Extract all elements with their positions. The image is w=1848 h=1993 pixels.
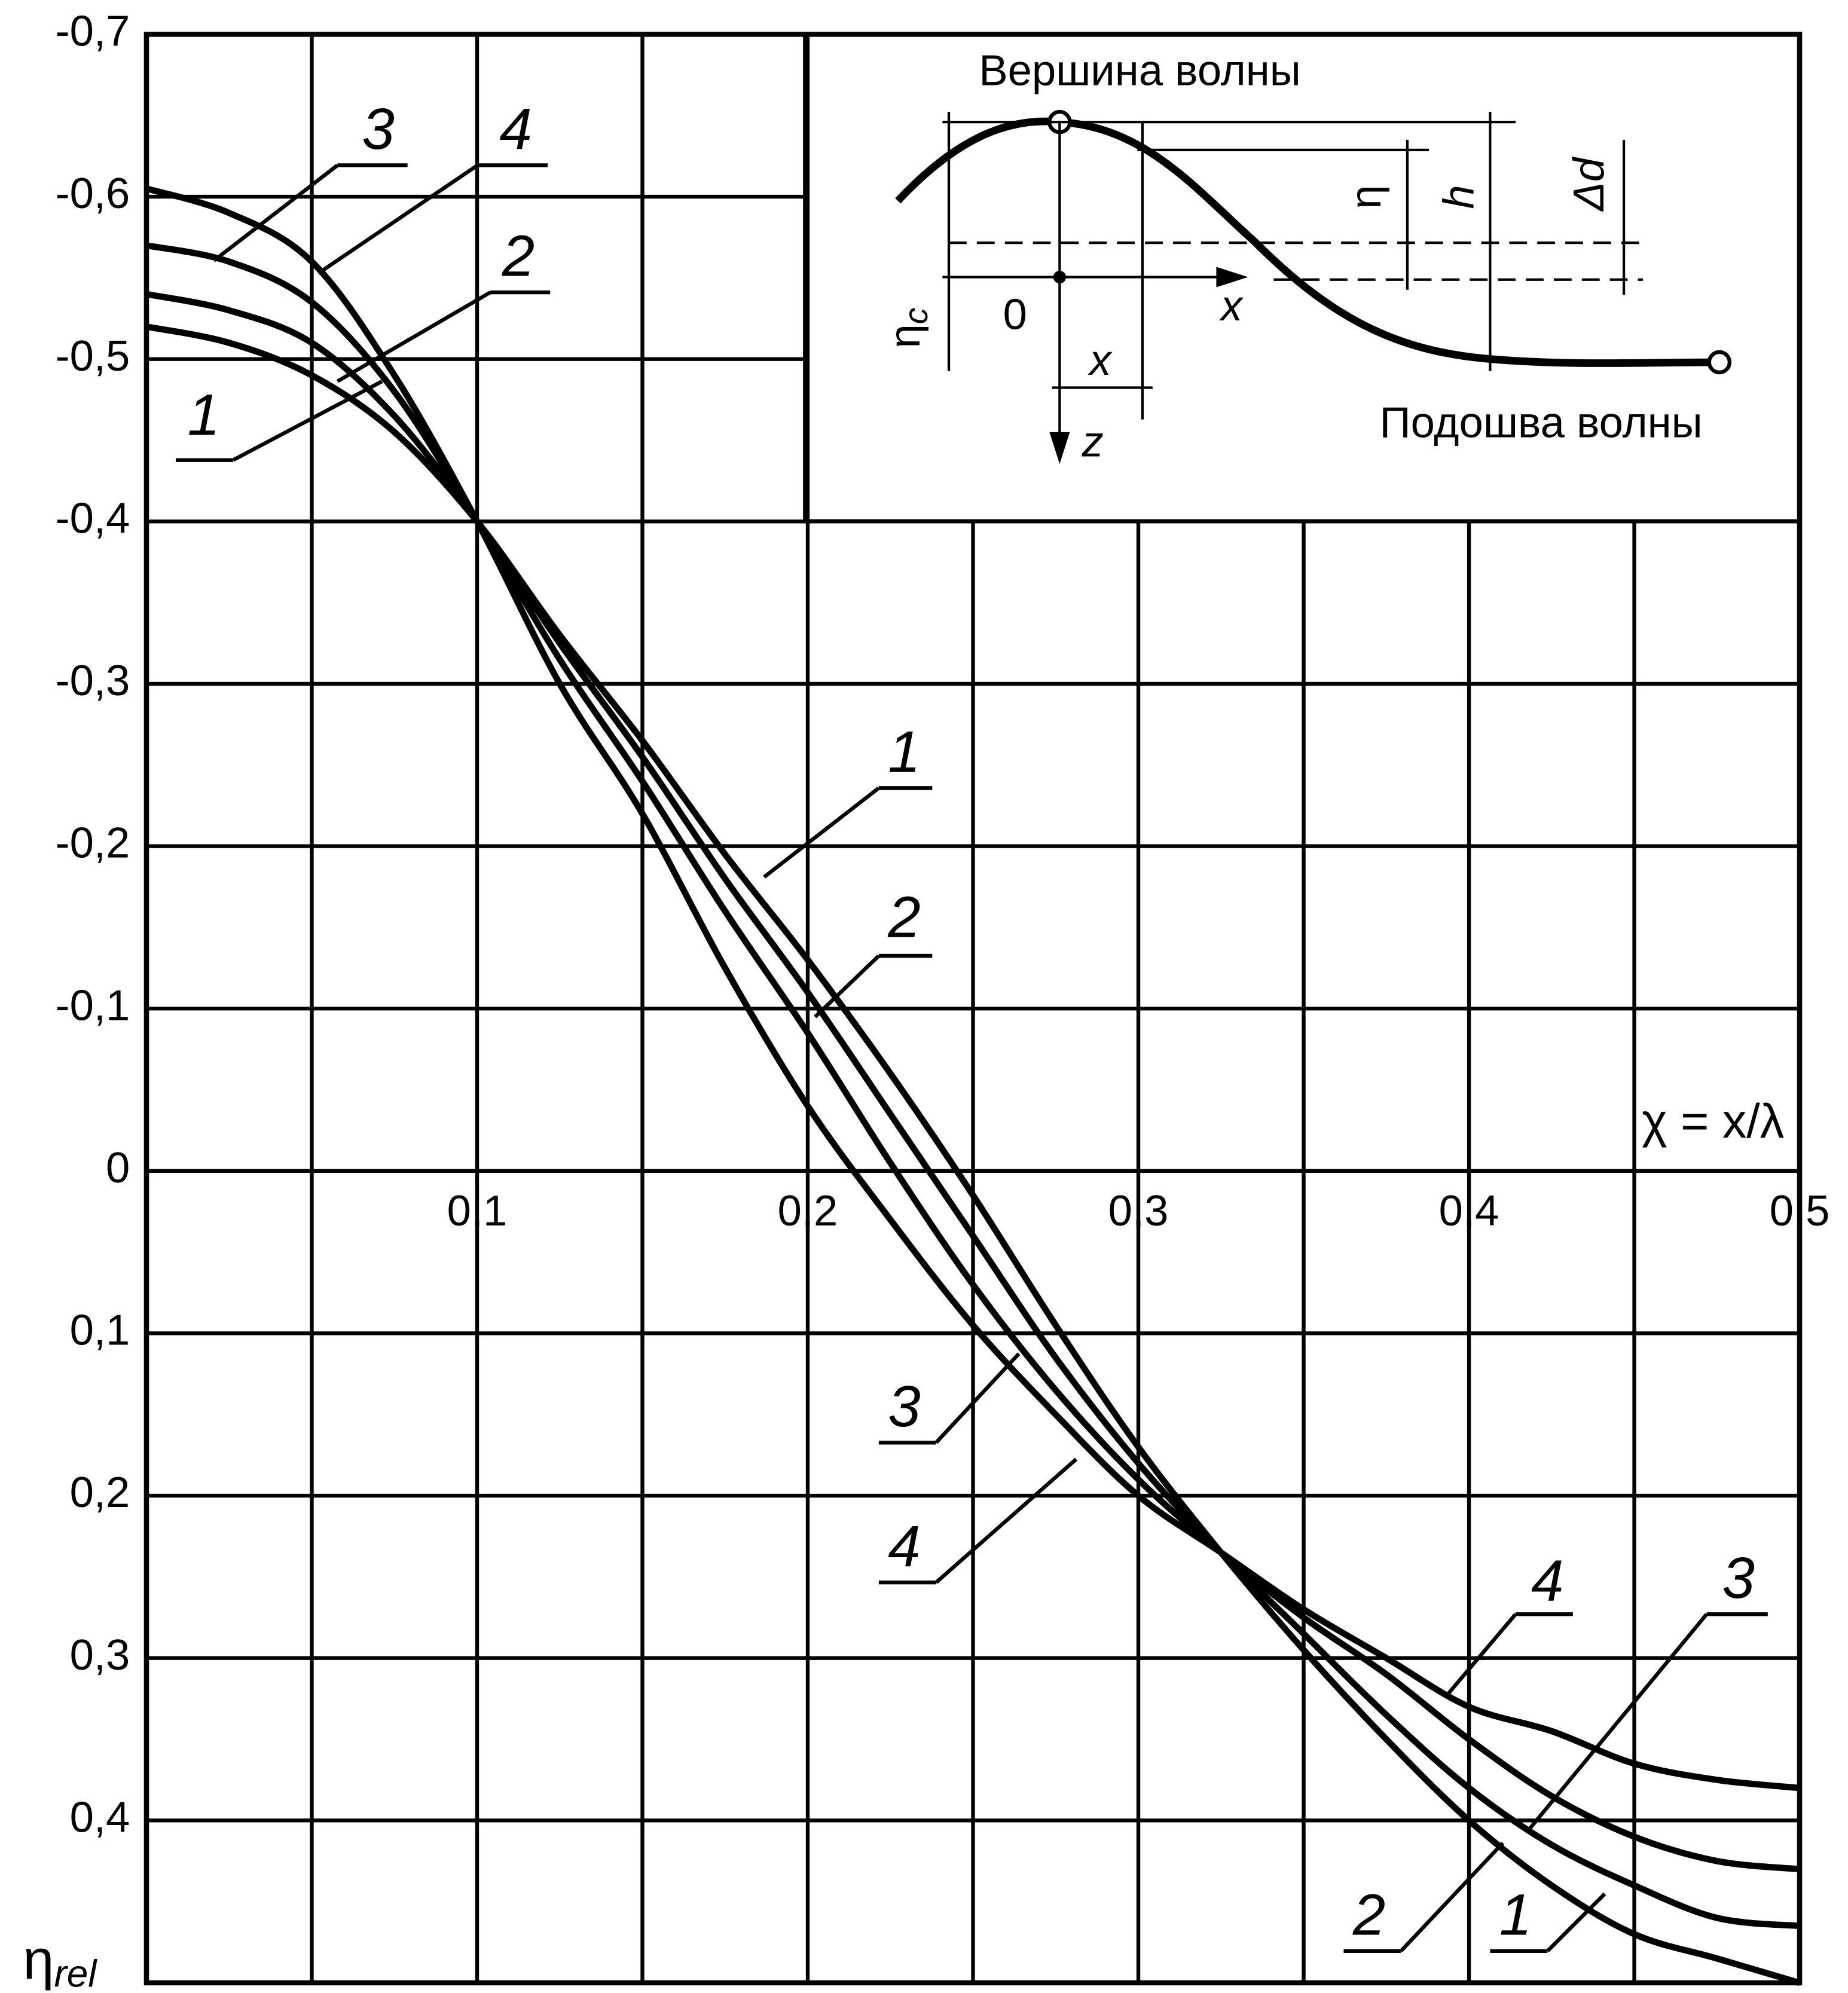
- label-leader: [336, 291, 491, 383]
- inset-trough-label: Подошва волны: [1380, 398, 1703, 447]
- series-label: 2: [502, 223, 535, 289]
- series-label: 3: [888, 1373, 921, 1439]
- x-tick-label: 0,5: [1770, 1187, 1830, 1235]
- label-leader: [1444, 1613, 1517, 1698]
- label-leader: [1399, 1841, 1505, 1953]
- inset-trough-point: [1707, 350, 1732, 375]
- y-axis-label-main: η: [23, 1928, 54, 1991]
- inset-h: h: [1435, 185, 1483, 209]
- label-leader: [934, 1457, 1078, 1584]
- inset-diagram: Вершина волны Подошва волны η h Δd ηc 0 …: [881, 46, 1732, 466]
- label-leader: [317, 163, 479, 275]
- y-axis-label-sub: rel: [54, 1952, 97, 1993]
- inset-x-axis-label: x: [1219, 282, 1244, 330]
- inset-x-dim: x: [1088, 336, 1113, 384]
- label-leader: [814, 954, 881, 1019]
- y-tick-label: -0,1: [55, 981, 130, 1029]
- y-tick-label: -0,7: [55, 7, 130, 56]
- inset-arrow: [1049, 432, 1070, 464]
- grid: [143, 32, 1803, 1986]
- y-tick-label: -0,3: [55, 656, 130, 705]
- inset-origin: 0: [1003, 291, 1027, 339]
- series-line: [145, 291, 1800, 1930]
- series-label: 1: [1499, 1882, 1532, 1948]
- series-label: 1: [888, 719, 921, 784]
- y-tick-label: 0,1: [70, 1306, 130, 1355]
- y-tick-label: 0: [106, 1144, 130, 1192]
- x-tick-label: 0,1: [447, 1187, 508, 1235]
- x-tick-label: 0,4: [1439, 1187, 1499, 1235]
- label-leader: [1526, 1613, 1709, 1832]
- plot-frame: [143, 32, 1803, 1986]
- x-axis-label: χ = x/λ: [1642, 1095, 1784, 1148]
- y-tick-label: -0,2: [55, 819, 130, 867]
- y-tick-label: -0,5: [55, 332, 130, 380]
- label-leader: [934, 1352, 1021, 1444]
- y-tick-label: 0,4: [70, 1793, 130, 1842]
- series-label: 2: [887, 884, 921, 949]
- x-tick-label: 0,2: [778, 1187, 838, 1235]
- inset-eta: η: [1342, 185, 1390, 209]
- series-label: 4: [1531, 1547, 1564, 1613]
- y-tick-label: 0,2: [70, 1468, 130, 1517]
- inset-eta-c-sub: c: [897, 307, 934, 324]
- inset-crest-label: Вершина волны: [979, 46, 1301, 94]
- y-axis-label: ηrel: [23, 1928, 97, 1993]
- x-tick-label: 0,3: [1108, 1187, 1169, 1235]
- series-label: 4: [500, 96, 533, 161]
- series-label: 1: [188, 382, 221, 448]
- series-line: [145, 242, 1800, 1873]
- series-line: [145, 185, 1800, 1792]
- inset-eta-c: ηc: [881, 307, 934, 348]
- label-leader: [212, 163, 339, 262]
- y-tick-label: -0,4: [55, 494, 130, 542]
- series-label: 4: [888, 1513, 921, 1579]
- label-leader: [1546, 1892, 1606, 1953]
- series-label: 3: [1722, 1545, 1755, 1610]
- y-tick-label: 0,3: [70, 1631, 130, 1679]
- y-tick-label: -0,6: [55, 169, 130, 218]
- inset-arrow: [1216, 267, 1248, 288]
- series-label: 3: [362, 96, 395, 161]
- series-label: 2: [1352, 1882, 1386, 1948]
- label-leader: [763, 786, 880, 879]
- inset-delta-d: Δd: [1565, 156, 1613, 212]
- inset-z-label: z: [1082, 417, 1104, 466]
- label-leader: [232, 380, 383, 462]
- inset-eta-c-main: η: [881, 324, 929, 348]
- inset-origin-dot: [1053, 270, 1067, 284]
